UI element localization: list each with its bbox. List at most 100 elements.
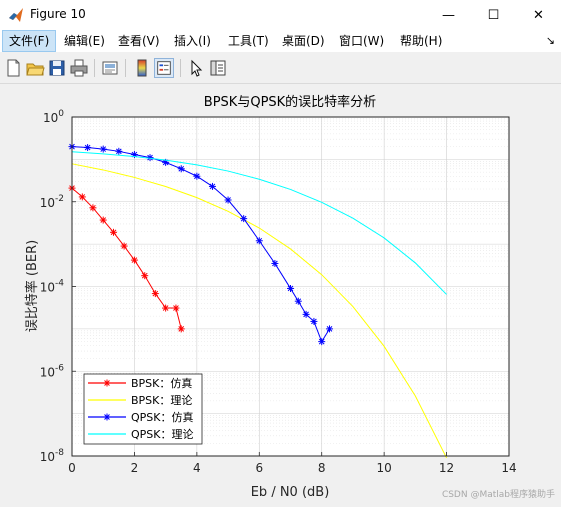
pointer-icon[interactable]	[186, 58, 206, 78]
y-tick-label: 10-8	[40, 448, 65, 464]
y-axis-label: 误比特率 (BER)	[24, 240, 40, 332]
marker-stroke	[152, 290, 159, 297]
legend-icon[interactable]	[154, 58, 174, 78]
x-tick-label: 2	[131, 461, 139, 475]
data-point-star-marker	[130, 256, 138, 264]
marker-stroke	[256, 237, 263, 244]
data-point-star-marker	[151, 290, 159, 298]
data-point-star-marker	[78, 193, 86, 201]
x-tick-label: 6	[255, 461, 263, 475]
print-preview-icon[interactable]	[100, 58, 120, 78]
data-point-star-marker	[110, 228, 118, 236]
data-point-star-marker	[240, 215, 248, 223]
legend-entry[interactable]: QPSK：理论	[88, 427, 194, 441]
legend-entry[interactable]: BPSK：理论	[88, 393, 192, 407]
marker-stroke	[147, 154, 153, 161]
menu-window[interactable]: 窗口(W)	[339, 34, 385, 48]
data-point-star-marker	[224, 196, 232, 204]
marker-stroke	[100, 217, 107, 223]
marker-stroke	[110, 229, 117, 236]
x-tick-label: 8	[318, 461, 326, 475]
data-point-star-marker	[103, 413, 111, 421]
series-layer	[68, 143, 448, 459]
close-button[interactable]: ✕	[516, 0, 561, 30]
maximize-icon: ☐	[487, 7, 500, 23]
menu-tools[interactable]: 工具(T)	[228, 34, 269, 48]
menu-desktop[interactable]: 桌面(D)	[282, 34, 325, 48]
data-point-star-marker	[115, 147, 123, 155]
marker-stroke	[225, 197, 231, 203]
series-line[interactable]	[71, 151, 447, 295]
x-tick-label: 10	[377, 461, 392, 475]
legend-entry[interactable]: QPSK：仿真	[88, 410, 194, 424]
menu-help[interactable]: 帮助(H)	[400, 34, 443, 48]
print-icon[interactable]	[69, 58, 89, 78]
marker-stroke	[295, 298, 302, 305]
marker-stroke	[100, 146, 107, 152]
marker-stroke	[287, 285, 294, 292]
menubar: 文件(F) 编辑(E) 查看(V) 插入(I) 工具(T) 桌面(D) 窗口(W…	[0, 30, 561, 52]
marker-stroke	[90, 204, 96, 211]
marker-stroke	[194, 173, 200, 180]
marker-stroke	[318, 338, 325, 345]
close-icon: ✕	[533, 7, 544, 23]
open-file-icon[interactable]	[25, 58, 45, 78]
legend-label: BPSK：仿真	[131, 376, 192, 390]
property-inspector-icon[interactable]	[208, 58, 228, 78]
toolbar-separator	[180, 59, 181, 77]
data-point-star-marker	[310, 317, 318, 325]
menu-dock-arrow-icon[interactable]: ↘	[545, 34, 555, 47]
marker-stroke	[326, 326, 333, 332]
data-point-star-marker	[287, 284, 294, 292]
data-point-star-marker	[326, 325, 334, 333]
legend-box	[83, 373, 203, 445]
menu-insert[interactable]: 插入(I)	[174, 34, 211, 48]
series-1	[68, 184, 185, 333]
legend-entry[interactable]: BPSK：仿真	[88, 376, 192, 390]
y-tick-label: 10-2	[40, 194, 64, 210]
menu-edit[interactable]: 编辑(E)	[64, 34, 105, 48]
data-point-star-marker	[208, 182, 216, 190]
legend-label: QPSK：仿真	[131, 410, 194, 424]
series-line[interactable]	[71, 163, 448, 459]
data-point-star-marker	[177, 325, 185, 333]
data-point-star-marker	[193, 172, 201, 180]
series-line[interactable]	[71, 146, 330, 343]
data-point-star-marker	[99, 216, 107, 224]
data-point-star-marker	[318, 338, 326, 346]
marker-stroke	[209, 183, 216, 190]
data-point-star-marker	[120, 242, 128, 250]
marker-stroke	[272, 260, 278, 267]
data-point-star-marker	[141, 272, 149, 280]
new-figure-icon[interactable]	[3, 58, 23, 78]
save-icon[interactable]	[47, 58, 67, 78]
data-point-star-marker	[172, 304, 180, 312]
marker-stroke	[131, 257, 138, 263]
data-point-star-marker	[177, 165, 185, 173]
ber-chart: 0 2 4 6 8 10 12 14 100 10-2 10-4 10-6 10-8 BPSK与QPSK…	[24, 94, 517, 500]
data-point-star-marker	[89, 204, 97, 212]
toolbar-separator	[94, 59, 95, 77]
data-point-star-marker	[103, 379, 111, 387]
x-tick-label: 4	[193, 461, 201, 475]
watermark-text: CSDN @Matlab程序猿助手	[441, 490, 555, 500]
minimize-button[interactable]: —	[426, 0, 471, 30]
minimize-icon: —	[442, 7, 455, 23]
toolbar-separator	[125, 59, 126, 77]
x-axis-label: Eb / N0 (dB)	[251, 485, 330, 500]
marker-stroke	[311, 318, 317, 325]
menu-file[interactable]: 文件(F)	[2, 30, 57, 52]
menu-view[interactable]: 查看(V)	[118, 34, 160, 48]
marker-stroke	[173, 305, 179, 311]
series-3	[68, 143, 334, 346]
maximize-button[interactable]: ☐	[471, 0, 516, 30]
series-4	[71, 151, 447, 295]
window-titlebar: Figure 10 — ☐ ✕	[0, 0, 561, 30]
colorbar-icon[interactable]	[132, 58, 152, 78]
series-2	[71, 163, 448, 459]
legend-label: QPSK：理论	[131, 427, 194, 441]
legend[interactable]: BPSK：仿真 BPSK：理论 QPSK：仿真 QPSK：理论	[83, 373, 203, 445]
figure-canvas: 0 2 4 6 8 10 12 14 100 10-2 10-4 10-6 10-8 BPSK与QPSK…	[0, 84, 561, 504]
data-point-star-marker	[99, 145, 107, 153]
data-point-star-marker	[271, 259, 279, 267]
